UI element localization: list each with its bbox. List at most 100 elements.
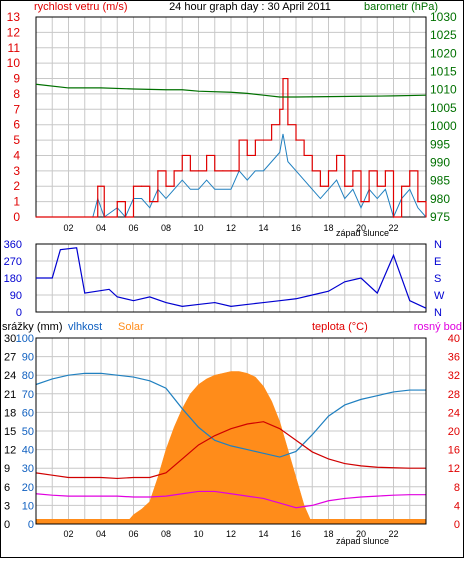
compass-tick-label: W: [434, 290, 445, 302]
legend-temp: teplota (°C): [312, 321, 368, 333]
rain-tick-label: 12: [4, 445, 16, 457]
wind-point: [214, 170, 216, 172]
wind-point: [97, 185, 99, 187]
humidity-tick-label: 60: [22, 407, 34, 419]
top-title: 24 hour graph day : 30 April 2011: [169, 1, 331, 13]
x-tick-label: 20: [356, 223, 366, 233]
bottom-rain-axis: 0 3 6 9 12 15 18 21 24 27 30: [4, 333, 16, 531]
wind-point: [181, 154, 183, 157]
y2-tick-label: 990: [430, 155, 450, 169]
humidity-tick-label: 40: [22, 445, 34, 457]
series-line-humidity: [35, 372, 426, 458]
wind-point: [360, 201, 362, 203]
rain-tick-label: 18: [4, 407, 16, 419]
rain-tick-label: 3: [4, 500, 10, 512]
wind-point: [409, 170, 411, 172]
temp-tick-label: 4: [454, 500, 460, 512]
y2-tick-label: 1000: [430, 119, 457, 133]
temp-tick-label: 12: [448, 463, 460, 475]
temp-tick-label: 24: [448, 407, 460, 419]
top-grid: [36, 16, 426, 218]
top-right-header: barometr (hPa): [364, 1, 438, 13]
y2-tick-label: 985: [430, 174, 450, 188]
compass-tick-label: N: [434, 307, 442, 319]
x-tick-label: 14: [258, 223, 268, 233]
wind-point: [103, 216, 105, 218]
wind-point: [384, 170, 386, 172]
temp-tick-label: 40: [448, 333, 460, 345]
y-tick-label: 3: [13, 164, 20, 178]
wind-point: [141, 185, 143, 187]
x-tick-label: 22: [388, 529, 398, 539]
mid-left-axis: 0 90 180 270 360: [4, 239, 22, 319]
wind-point: [230, 170, 232, 172]
y-tick-label: 5: [13, 133, 20, 147]
rain-tick-label: 21: [4, 389, 16, 401]
wind-point: [401, 185, 403, 187]
series-line-temperature: [35, 421, 426, 480]
wind-point: [417, 201, 419, 203]
y-tick-label: 90: [10, 290, 22, 302]
y2-tick-label: 975: [430, 210, 450, 224]
wind-point: [206, 154, 208, 157]
wind-point: [368, 170, 370, 172]
temp-tick-label: 28: [448, 389, 460, 401]
legend-solar: Solar: [118, 321, 144, 333]
x-tick-label: 04: [96, 529, 106, 539]
bottom-sunset-label: západ slunce: [336, 536, 389, 546]
wind-point: [165, 185, 167, 187]
humidity-tick-label: 10: [22, 500, 34, 512]
x-tick-label: 22: [388, 223, 398, 233]
x-tick-label: 18: [323, 529, 333, 539]
humidity-tick-label: 90: [22, 352, 34, 364]
x-tick-label: 18: [323, 223, 333, 233]
x-tick-label: 06: [128, 223, 138, 233]
temp-tick-label: 36: [448, 352, 460, 364]
wind-point: [344, 185, 346, 187]
wind-point: [271, 124, 273, 126]
rain-tick-label: 30: [4, 333, 16, 345]
humidity-tick-label: 50: [22, 426, 34, 438]
wind-point: [238, 139, 240, 141]
wind-point: [327, 170, 330, 172]
y-tick-label: 0: [16, 307, 22, 319]
x-tick-label: 08: [161, 223, 171, 233]
wind-point: [282, 77, 284, 80]
humidity-tick-label: 20: [22, 482, 34, 494]
wind-point: [124, 216, 126, 218]
wind-point: [149, 201, 151, 203]
wind-point: [352, 170, 354, 172]
rain-tick-label: 15: [4, 426, 16, 438]
temp-tick-label: 0: [454, 519, 460, 531]
bottom-temp-axis: 0 4 8 12 16 20 24 28 32 36 40: [448, 333, 460, 531]
panel-bottom: srážky (mm) vlhkost Solar teplota (°C) r…: [2, 321, 462, 546]
series-line-direction: [36, 247, 427, 309]
x-tick-label: 10: [193, 223, 203, 233]
y-tick-label: 4: [13, 148, 20, 162]
humidity-tick-label: 70: [22, 389, 34, 401]
y2-tick-label: 1030: [430, 10, 457, 24]
compass-tick-label: N: [434, 239, 442, 251]
y-tick-label: 13: [7, 10, 21, 24]
humidity-tick-label: 30: [22, 463, 34, 475]
temp-tick-label: 32: [448, 370, 460, 382]
y-tick-label: 9: [13, 72, 20, 86]
wind-point: [311, 170, 313, 172]
x-tick-label: 16: [291, 529, 301, 539]
rain-tick-label: 0: [4, 519, 10, 531]
humidity-tick-label: 100: [16, 333, 34, 345]
wind-point: [35, 216, 37, 218]
humidity-tick-label: 80: [22, 370, 34, 382]
wind-point: [222, 170, 224, 172]
temp-tick-label: 8: [454, 482, 460, 494]
x-tick-label: 06: [128, 529, 138, 539]
x-tick-label: 02: [63, 529, 73, 539]
y2-tick-label: 1025: [430, 28, 457, 42]
rain-tick-label: 27: [4, 352, 16, 364]
y-tick-label: 2: [13, 179, 20, 193]
y-tick-label: 10: [7, 56, 21, 70]
y2-tick-label: 1020: [430, 46, 457, 60]
x-tick-label: 12: [226, 223, 236, 233]
